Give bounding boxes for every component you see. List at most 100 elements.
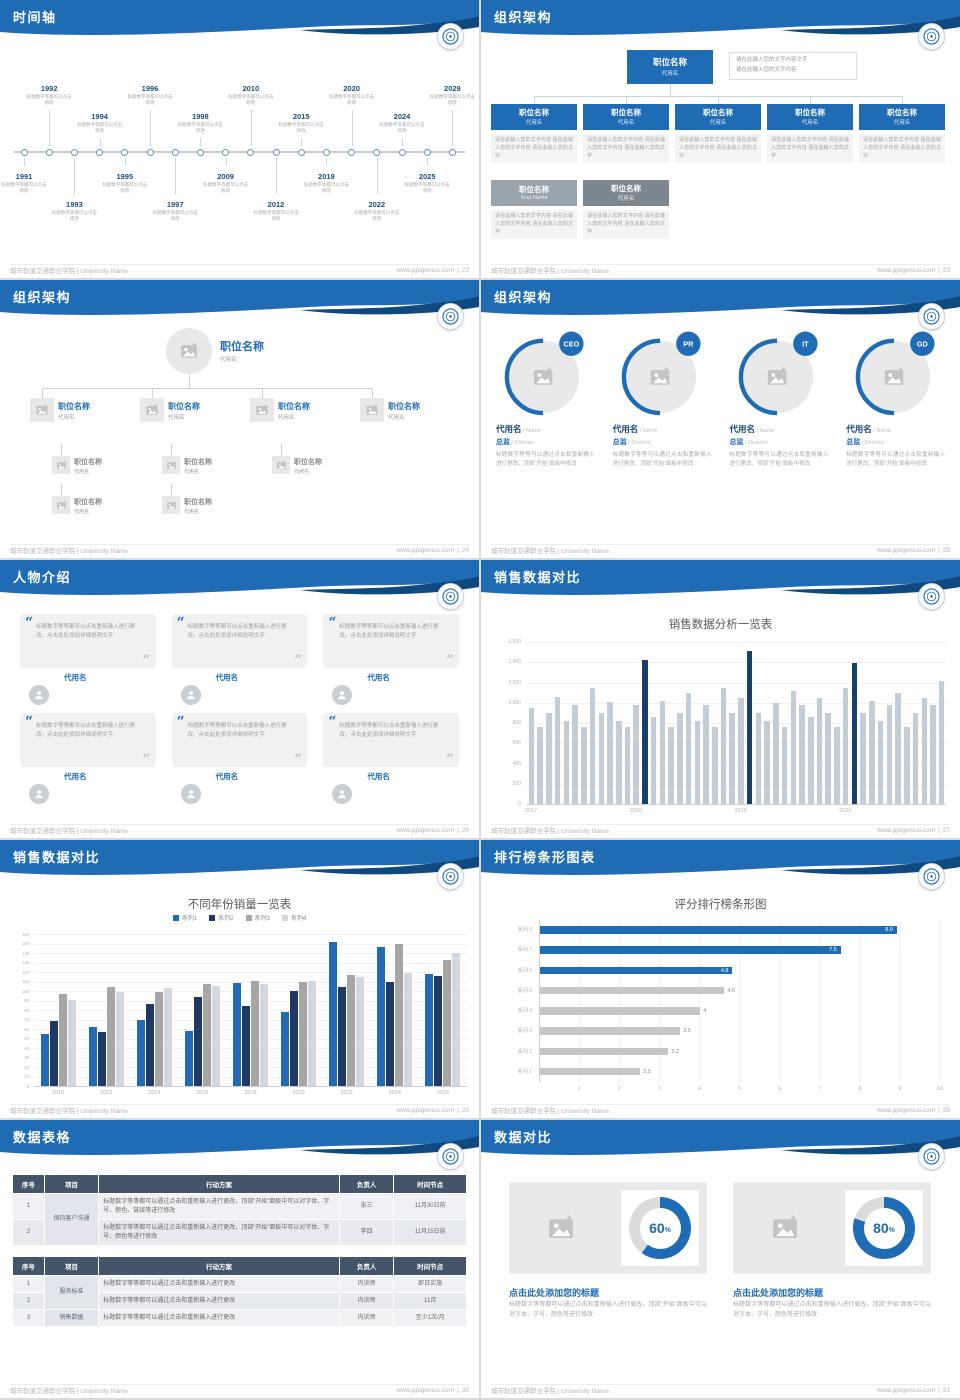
slide-people-intro[interactable]: 人物介绍 “标题数字等等都可以点击重新输入进行更改，点击此处添加详细说明文字” 代… [0,560,479,838]
connector-line [189,374,190,388]
org-node-name: 职位名称 [388,402,420,411]
slide-title: 组织架构 [494,10,553,25]
slide-org-chart-icons[interactable]: 组织架构 职位名称 代用名 职位名称 代用名 职位名称 代用名 职位名称 代用名 职位名称 代用名… [0,280,479,558]
school-logo-icon [918,583,945,610]
table-header-cell: 时间节点 [393,1174,467,1194]
gridline [34,1000,467,1002]
member-name-en: / Name [871,428,892,434]
cell-no: 3 [12,1309,45,1327]
cell-owner: 张三 [338,1193,395,1220]
org-chart-canvas: 职位名称 代用名 职位名称 代用名 职位名称 代用名 职位名称 代用名 职位名称 代用名 职位名称代… [0,328,479,544]
bar [842,687,849,804]
svg-text:PR: PR [683,340,694,349]
logo-emblem-icon [442,308,459,325]
footer-site-page: www.pptgenius.com | 24 [396,547,469,554]
donut-percent-sign: % [664,1227,671,1234]
footer-school-name: 城市轨道交通职业学院 | University Name [491,548,609,555]
gridline [34,953,467,954]
legend-label: 系列1 [181,916,198,922]
org-box-sub: 代用名 [661,70,679,77]
bar [425,973,434,1086]
category-label: 系列 2 [517,1048,532,1055]
slide-data-compare[interactable]: 数据对比 60% 点击此处添加您的标题 标题数字等等都可以通过点击和重新输入进行更改… [481,1120,960,1398]
org-box-sub: 代用名 [617,195,635,202]
timeline-entry: 2024 标题数字等都可以点击修改 [378,112,426,134]
bar [202,984,211,1086]
person-icon [338,691,347,700]
footer-page-number: 27 [942,826,950,834]
timeline-connector [49,110,51,146]
org-child-note: 请在此输入您的文字内容 请在此输入您的文字内容 请在此输入您的文字 [859,134,945,164]
y-axis-label: 140 [22,950,29,956]
gridline [739,920,741,1082]
legend-item: 系列2 [209,913,234,922]
bar [912,712,919,804]
gridline [527,682,946,684]
timeline-desc: 标题数字等都可以点击修改 [26,94,72,106]
slide-sales-chart-grouped[interactable]: 销售数据对比 不同年份销量一览表 系列1 系列2 系列3 系列4 0 10 20 30 40 50 6… [0,840,479,1118]
gridline [699,920,701,1082]
footer-page-number: 22 [461,266,469,274]
slide-data-table[interactable]: 数据表格 序号 项目 行动方案 负责人 时间节点 1 保持客户沟通 标题数字等等都可以通过点击… [0,1120,479,1398]
member-role: 总监 / Director [730,437,829,447]
member-name-en: / Name [755,428,775,434]
timeline-entry: 2009 标题数字等都可以点击修改 [202,172,250,194]
footer-school-name: 城市轨道交通职业学院 | University Name [10,548,128,555]
y-axis-label: 40 [24,1045,29,1051]
slide-org-chart-circles[interactable]: 组织架构 CEO 代用名 / Name 总监 / Director 标题数字等等可以通… [481,280,960,558]
member-desc: 标题数字等等可以通过点击和重新输入进行更改，顶部“开始”面板中修改 [612,452,712,467]
org-box-sub: 代用名 [893,119,911,126]
compare-heading: 点击此处添加您的标题 [509,1288,600,1298]
bar [886,704,893,804]
timeline-connector [402,138,403,146]
slide-header: 数据对比 [481,1120,960,1170]
timeline-node [373,148,381,156]
y-axis-label: 600 [512,740,521,747]
circle-graphic: IT [738,331,818,416]
footer-page-number: 26 [461,826,469,834]
bar [299,982,308,1086]
slide-timeline[interactable]: 时间轴 1991 标题数字等都可以点击修改 1992 标题数字等都可以点击修改 1993… [0,0,479,278]
category-label: 系列 7 [517,947,532,954]
slide-header: 组织架构 [0,280,479,330]
timeline-canvas: 1991 标题数字等都可以点击修改 1992 标题数字等都可以点击修改 1993 标题数字… [0,48,479,264]
slide-header: 销售数据对比 [0,840,479,890]
slide-title: 数据对比 [494,1130,553,1145]
slide-sales-chart-dense[interactable]: 销售数据对比 销售数据分析一览表 0 200 400 600 800 1,000 1,200 1… [481,560,960,838]
org-root-text: 职位名称 代用名 [220,338,340,363]
slide-header: 组织架构 [481,0,960,50]
gridline [527,662,946,664]
org-circle-item: IT 代用名 / Name 总监 / Director 标题数字等等可以通过点击和重新… [721,330,838,468]
header-wave [0,280,479,315]
table-header-cell: 负责人 [338,1256,395,1276]
org-box-sub: 代用名 [617,119,635,126]
bar [528,707,535,804]
timeline-node [121,148,129,156]
bar [540,966,733,975]
donut-chart: 60% [629,1197,691,1259]
quote-card: “标题数字等等都可以点击重新输入进行更改，点击此处添加详细说明文字 ” [171,614,308,668]
timeline-desc: 标题数字等都可以点击修改 [203,182,249,193]
footer-page-number: 23 [942,266,950,274]
member-role-en: / Director [743,440,768,446]
bar [540,1047,669,1056]
donut-chart: 80% [853,1197,915,1259]
slide-footer: 城市轨道交通职业学院 | University Name www.pptgeni… [491,544,950,555]
y-axis-label: 0 [518,801,521,807]
logo-emblem-icon [923,308,940,325]
avatar [332,784,353,804]
footer-school-name: 城市轨道交通职业学院 | University Name [10,1388,128,1395]
slide-org-chart-boxes[interactable]: 组织架构 职位名称 代用名 请在此输入您的文字内容文字 请在此输入您的文字内容 职位名称… [481,0,960,278]
school-logo-icon [437,1143,464,1170]
legend-label: 系列4 [290,916,307,922]
slide-ranking-chart[interactable]: 排行榜条形图表 评分排行榜条形图 1 2 3 4 5 6 7 8 9 10 系列 8 8.9 系列 7 7.… [481,840,960,1118]
bar [184,1030,193,1086]
slide-footer: 城市轨道交通职业学院 | University Name www.pptgeni… [491,1104,950,1115]
footer-site: www.pptgenius.com [877,546,936,554]
bar [329,941,338,1086]
bar [834,727,840,804]
y-axis-label: 70 [24,1017,29,1022]
avatar [29,784,49,804]
footer-site: www.pptgenius.com [877,1386,936,1394]
x-axis-label: 2016 [196,1090,209,1096]
